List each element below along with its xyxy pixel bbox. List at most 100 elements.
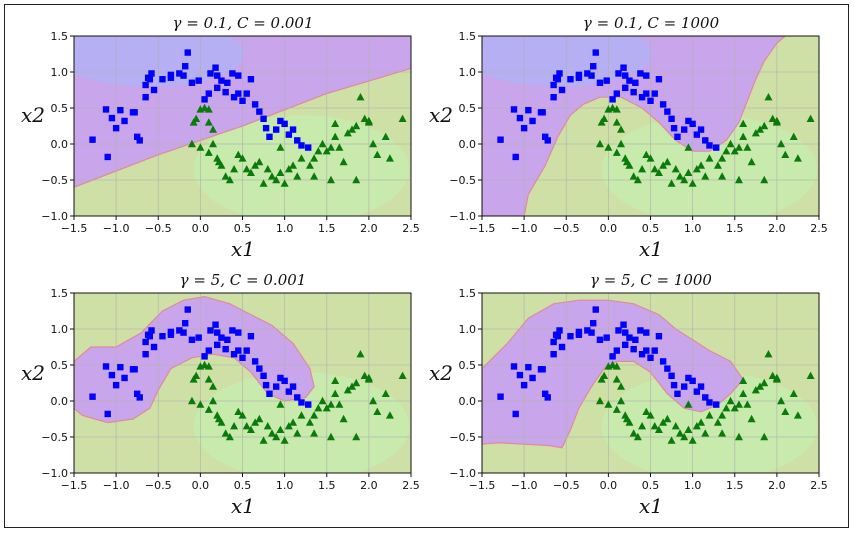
x-tick-label: −0.5 xyxy=(553,479,580,492)
data-point-class1-triangle xyxy=(622,157,631,166)
data-point-class1-triangle xyxy=(326,175,335,184)
data-point-class0-square xyxy=(247,76,255,83)
data-point-class0-square xyxy=(230,94,238,101)
data-point-class0-square xyxy=(214,341,221,349)
data-point-class1-triangle xyxy=(777,396,786,405)
data-point-class1-triangle xyxy=(751,129,760,137)
data-point-class1-triangle xyxy=(209,125,218,133)
data-point-class0-square xyxy=(556,327,563,334)
x-axis-label: x1 xyxy=(231,237,255,261)
data-point-class1-triangle xyxy=(734,432,743,441)
data-point-class0-square xyxy=(567,76,574,83)
x-tick-label: 0.5 xyxy=(642,479,660,492)
subplot-gamma-5-c-1000: −1.5 −1.0 −0.5 0.0 0.5 1.0 1.5 2.0 2.5−1.0−0.50.… xyxy=(429,271,828,518)
data-point-class0-square xyxy=(689,120,696,128)
x-tick-label: 0.0 xyxy=(600,222,618,235)
data-point-class1-triangle xyxy=(230,422,239,430)
data-point-class0-square xyxy=(670,124,678,132)
data-point-class0-square xyxy=(188,336,196,343)
data-point-class0-square xyxy=(256,108,263,115)
data-point-class1-triangle xyxy=(595,396,604,405)
data-point-class0-square xyxy=(643,90,650,97)
data-point-class1-triangle xyxy=(680,175,689,184)
x-tick-label: 0.0 xyxy=(192,479,210,492)
data-point-class0-square xyxy=(512,153,519,161)
data-point-class1-triangle xyxy=(259,436,268,444)
y-tick-label: 0.0 xyxy=(459,138,477,151)
data-point-class1-triangle xyxy=(331,376,340,385)
x-tick-label: 2.5 xyxy=(810,222,828,235)
data-point-class0-square xyxy=(497,136,504,143)
data-point-class0-square xyxy=(294,137,301,144)
data-point-class1-triangle xyxy=(692,165,701,173)
data-point-class1-triangle xyxy=(629,172,638,180)
data-point-class1-triangle xyxy=(284,165,293,173)
data-point-class0-square xyxy=(251,101,259,108)
data-point-class1-triangle xyxy=(356,93,365,101)
data-point-class0-square xyxy=(159,76,166,83)
data-point-class1-triangle xyxy=(204,405,213,413)
x-axis-label: x1 xyxy=(231,494,255,518)
axes-frame xyxy=(73,35,412,217)
data-point-class1-triangle xyxy=(343,386,352,394)
data-point-class1-triangle xyxy=(760,121,769,130)
data-point-class1-triangle xyxy=(617,396,626,405)
data-point-class1-triangle xyxy=(617,139,626,148)
data-point-class0-square xyxy=(131,366,138,373)
data-point-class0-square xyxy=(516,371,524,379)
data-point-class1-triangle xyxy=(196,400,205,408)
data-point-class0-square xyxy=(214,329,221,336)
data-point-class1-triangle xyxy=(385,154,394,162)
y-tick-label: 1.5 xyxy=(51,30,69,43)
data-point-class1-triangle xyxy=(617,382,626,390)
data-point-class0-square xyxy=(567,333,574,340)
data-point-class1-triangle xyxy=(739,119,748,128)
x-tick-label: 2.0 xyxy=(768,479,786,492)
data-point-class1-triangle xyxy=(263,422,272,430)
data-point-class0-square xyxy=(222,345,229,353)
y-tick-label: 1.0 xyxy=(51,323,69,336)
x-tick-label: 0.5 xyxy=(234,222,252,235)
data-point-class0-square xyxy=(643,72,650,79)
data-point-class1-triangle xyxy=(267,429,276,437)
data-point-class0-square xyxy=(529,117,536,125)
data-point-class0-square xyxy=(131,109,138,116)
data-point-class0-square xyxy=(285,131,293,138)
data-point-class1-triangle xyxy=(335,143,344,151)
data-point-class1-triangle xyxy=(675,172,684,180)
data-point-class0-square xyxy=(596,79,604,86)
data-point-class0-square xyxy=(643,329,650,336)
data-point-class1-triangle xyxy=(768,371,777,379)
data-point-class0-square xyxy=(702,137,709,144)
data-point-class1-triangle xyxy=(697,161,706,169)
data-point-class0-square xyxy=(112,124,120,132)
data-point-class1-triangle xyxy=(305,418,314,426)
data-point-class1-triangle xyxy=(196,143,205,151)
data-point-class0-square xyxy=(550,338,557,346)
data-point-class1-triangle xyxy=(718,429,727,437)
data-point-class1-triangle xyxy=(756,382,765,390)
data-point-class1-triangle xyxy=(310,154,319,162)
data-point-class0-square xyxy=(277,117,284,125)
data-point-class0-square xyxy=(651,347,658,354)
data-point-class1-triangle xyxy=(348,125,357,133)
data-point-class0-square xyxy=(159,333,166,340)
y-tick-label: −1.0 xyxy=(449,467,476,480)
data-point-class0-square xyxy=(706,399,713,406)
data-point-class0-square xyxy=(121,117,128,125)
data-point-class1-triangle xyxy=(646,154,655,162)
data-point-class0-square xyxy=(104,410,111,418)
y-tick-label: −0.5 xyxy=(41,431,68,444)
x-tick-label: −1.0 xyxy=(511,222,538,235)
data-point-class0-square xyxy=(305,401,312,408)
data-point-class0-square xyxy=(108,114,116,122)
data-point-class1-triangle xyxy=(289,418,298,426)
data-point-class1-triangle xyxy=(204,105,213,113)
data-point-class0-square xyxy=(697,126,705,133)
data-point-class1-triangle xyxy=(289,161,298,169)
data-point-class1-triangle xyxy=(331,389,340,397)
data-point-class0-square xyxy=(184,306,191,313)
y-tick-label: 1.5 xyxy=(51,287,69,300)
data-point-class0-square xyxy=(224,79,231,86)
